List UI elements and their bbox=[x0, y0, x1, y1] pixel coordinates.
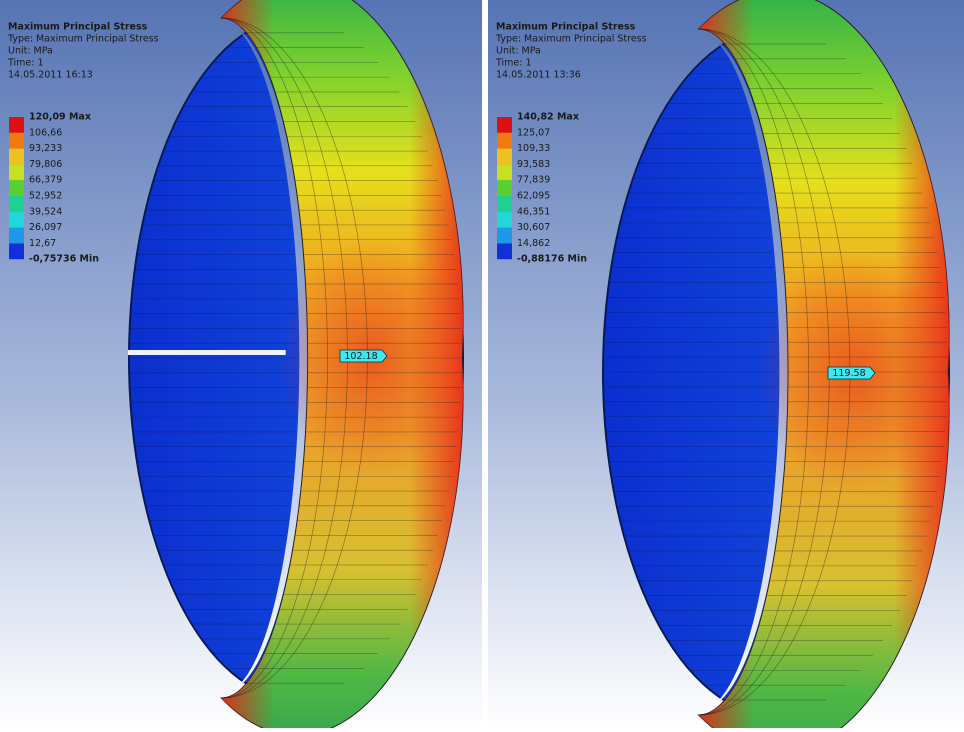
legend-label: 125,07 bbox=[517, 127, 550, 138]
legend-swatch bbox=[9, 228, 24, 244]
info-type: Type: Maximum Principal Stress bbox=[7, 34, 159, 45]
info-unit: Unit: MPa bbox=[8, 46, 53, 57]
legend-label: 30,607 bbox=[517, 222, 550, 233]
info-date: 14.05.2011 13:36 bbox=[496, 70, 581, 81]
legend-swatch bbox=[9, 117, 24, 133]
legend-label: -0,75736 Min bbox=[29, 254, 99, 265]
info-time: Time: 1 bbox=[495, 58, 532, 69]
ring-slit bbox=[128, 350, 286, 355]
legend-label: 140,82 Max bbox=[517, 112, 579, 123]
info-unit: Unit: MPa bbox=[496, 46, 541, 57]
legend-swatch bbox=[497, 243, 512, 259]
legend-swatch bbox=[497, 149, 512, 165]
probe-value: 102.18 bbox=[344, 351, 377, 362]
legend-label: 46,351 bbox=[517, 206, 550, 217]
legend-label: 109,33 bbox=[517, 143, 550, 154]
info-date: 14.05.2011 16:13 bbox=[8, 70, 93, 81]
legend-swatch bbox=[497, 196, 512, 212]
info-title: Maximum Principal Stress bbox=[8, 22, 148, 33]
legend-swatch bbox=[497, 117, 512, 133]
legend-label: 106,66 bbox=[29, 127, 62, 138]
legend-swatch bbox=[9, 133, 24, 149]
legend-swatch bbox=[9, 180, 24, 196]
legend-label: 52,952 bbox=[29, 191, 62, 202]
legend-label: 39,524 bbox=[29, 206, 62, 217]
legend-label: 77,839 bbox=[517, 175, 550, 186]
legend-label: 93,583 bbox=[517, 159, 550, 170]
page: Maximum Principal StressType: Maximum Pr… bbox=[0, 0, 964, 728]
legend-swatch bbox=[497, 228, 512, 244]
legend-label: 14,862 bbox=[517, 238, 550, 249]
legend-label: -0,88176 Min bbox=[517, 254, 587, 265]
legend-label: 62,095 bbox=[517, 191, 550, 202]
legend-swatch bbox=[497, 212, 512, 228]
legend-swatch bbox=[9, 164, 24, 180]
info-type: Type: Maximum Principal Stress bbox=[495, 34, 647, 45]
info-time: Time: 1 bbox=[7, 58, 44, 69]
legend-swatch bbox=[9, 212, 24, 228]
screenshot: Maximum Principal StressType: Maximum Pr… bbox=[0, 0, 964, 728]
legend-label: 79,806 bbox=[29, 159, 62, 170]
legend-swatch bbox=[9, 196, 24, 212]
legend-swatch bbox=[497, 133, 512, 149]
legend-label: 93,233 bbox=[29, 143, 62, 154]
legend-label: 12,67 bbox=[29, 238, 56, 249]
legend-swatch bbox=[9, 243, 24, 259]
legend-label: 120,09 Max bbox=[29, 112, 91, 123]
legend-label: 26,097 bbox=[29, 222, 62, 233]
legend-swatch bbox=[497, 180, 512, 196]
probe-value: 119.58 bbox=[832, 368, 865, 379]
legend-swatch bbox=[497, 164, 512, 180]
legend-swatch bbox=[9, 149, 24, 165]
info-title: Maximum Principal Stress bbox=[496, 22, 636, 33]
legend-label: 66,379 bbox=[29, 175, 62, 186]
